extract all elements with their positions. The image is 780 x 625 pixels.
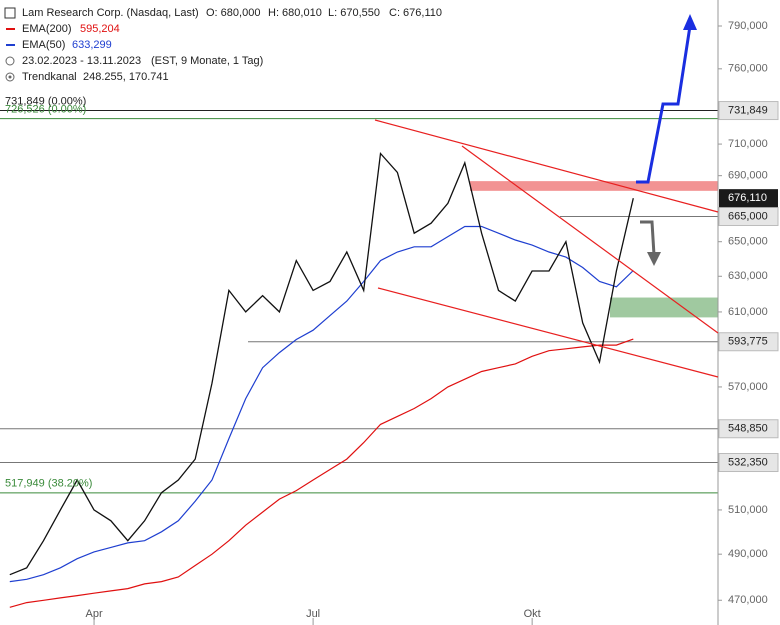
price-box xyxy=(719,189,778,208)
trend-line xyxy=(461,145,719,334)
level-box xyxy=(718,101,779,121)
icon xyxy=(4,7,16,19)
trend-line xyxy=(374,119,719,213)
zone xyxy=(610,297,718,318)
y-tick-label: 650,000 xyxy=(728,236,768,248)
plot-area xyxy=(0,110,718,608)
level-box xyxy=(718,453,779,473)
series-line xyxy=(9,338,634,608)
legend-value: 633,299 xyxy=(72,39,112,51)
level-box xyxy=(718,332,779,352)
ohlc: O: 680,000 xyxy=(206,7,260,19)
y-tick-label: 630,000 xyxy=(728,270,768,282)
y-tick-label: 790,000 xyxy=(728,20,768,32)
y-tick-label: 690,000 xyxy=(728,170,768,182)
y-tick-label: 710,000 xyxy=(728,138,768,150)
ohlc: L: 670,550 xyxy=(328,7,380,19)
level-label: 731,849 xyxy=(728,104,768,116)
zone xyxy=(470,181,718,191)
ohlc: H: 680,010 xyxy=(268,7,322,19)
forecast-arrow xyxy=(640,220,656,256)
icon xyxy=(8,75,12,79)
title: Lam Research Corp. (Nasdaq, Last) xyxy=(22,7,199,19)
y-tick-label: 510,000 xyxy=(728,504,768,516)
icon xyxy=(5,56,15,66)
series-line xyxy=(9,151,634,576)
period-note: (EST, 9 Monate, 1 Tag) xyxy=(151,55,263,67)
period: 23.02.2023 - 13.11.2023 xyxy=(22,55,141,67)
y-tick-label: 490,000 xyxy=(728,548,768,560)
legend-label: EMA(200) xyxy=(22,23,72,35)
price-label: 676,110 xyxy=(728,192,767,204)
y-tick-label: 760,000 xyxy=(728,63,768,75)
legend-value: 595,204 xyxy=(80,23,120,35)
series-line xyxy=(9,225,634,583)
y-tick-label: 470,000 xyxy=(728,594,768,606)
y-tick-label: 610,000 xyxy=(728,306,768,318)
arrow-head xyxy=(647,252,661,266)
x-tick-label: Jul xyxy=(306,608,320,620)
header: Lam Research Corp. (Nasdaq, Last) O: 680… xyxy=(4,7,442,83)
arrow-head xyxy=(683,14,697,30)
channel: Trendkanal xyxy=(22,71,77,83)
ohlc: C: 676,110 xyxy=(389,7,442,19)
level-label: 532,350 xyxy=(728,456,768,468)
level-box xyxy=(718,206,779,226)
level-label: 665,000 xyxy=(728,210,768,222)
legend-label: EMA(50) xyxy=(22,39,65,51)
channel-values: 248.255, 170.741 xyxy=(83,71,169,83)
icon xyxy=(5,72,15,82)
fib-label: 726,526 (0.00%) xyxy=(5,104,86,116)
level-label: 548,850 xyxy=(728,423,768,435)
fib-label: 517,949 (38.20%) xyxy=(5,478,92,490)
x-tick-label: Okt xyxy=(524,608,541,620)
x-tick-label: Apr xyxy=(85,608,102,620)
fib-label: 731,849 (0.00%) xyxy=(5,95,86,107)
level-box xyxy=(718,419,779,439)
y-tick-label: 570,000 xyxy=(728,381,768,393)
forecast-arrow xyxy=(636,25,692,184)
trend-line xyxy=(377,287,719,378)
level-label: 593,775 xyxy=(728,336,768,348)
